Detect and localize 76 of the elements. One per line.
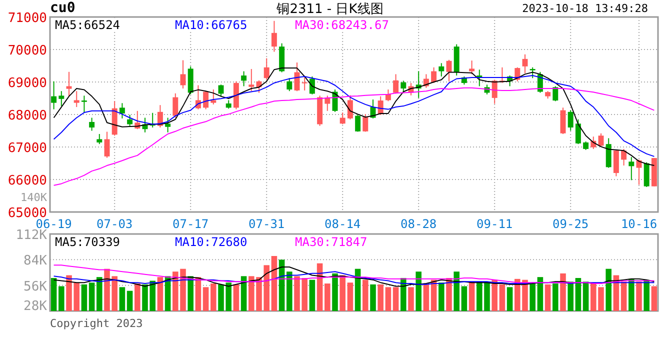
x-tick-label: 08-28 [400,217,437,231]
candlestick [613,149,619,177]
candlestick [165,117,171,133]
y-tick-label: 84K [24,254,48,269]
candlestick [393,74,399,94]
candlestick [89,117,95,132]
candlestick [431,66,437,84]
candlestick [400,80,406,94]
candlestick [355,114,361,132]
x-tick-label: 09-11 [476,217,513,231]
text: MA30:71847 [295,235,368,249]
text: 140K [20,191,48,204]
candlestick [203,90,209,110]
candlestick [302,76,308,91]
candlestick [606,138,612,168]
candlestick [241,70,247,87]
x-tick-label: 07-31 [248,217,285,231]
y-tick-label: 56K [24,279,48,294]
candlestick [522,54,528,74]
text: MA30:68243.67 [295,18,389,32]
candlestick [286,78,292,92]
candlestick [552,86,558,102]
y-tick-label: 28K [24,299,48,314]
x-tick-label: 08-14 [324,217,361,231]
y-tick-label: 66000 [8,174,47,188]
x-tick-label: 10-16 [620,217,658,231]
candlestick [362,114,368,132]
text: MA10:72680 [175,235,248,249]
candlestick [340,112,346,125]
candlestick [324,95,330,112]
x-tick-label: 07-03 [96,217,133,231]
candlestick [51,80,57,110]
y-tick-label: 112K [16,228,48,243]
x-tick-label: 06-19 [36,217,72,231]
text: MA5:70339 [55,235,120,249]
candlestick [104,131,110,158]
x-tick-label: 09-25 [552,217,589,231]
candlestick [271,20,277,52]
text: 2023-10-18 13:49:28 [522,2,648,15]
candlestick [469,60,475,75]
y-tick-label: 71000 [8,11,47,26]
candlestick [628,156,634,181]
candlestick [560,107,566,134]
candlestick [172,92,178,118]
x-tick-label: 07-17 [172,217,209,231]
candlestick [530,66,536,79]
candlestick [438,62,444,77]
candlestick [180,60,186,89]
candlestick [195,84,201,110]
y-tick-label: 68000 [8,108,47,124]
text: cu0 [50,0,76,16]
candlestick [81,95,87,114]
candlestick [127,114,133,126]
y-tick-label: 69000 [8,76,47,91]
candlestick [575,118,581,145]
candlestick [446,59,452,82]
y-tick-label: 70000 [8,44,47,58]
candlestick [264,58,270,80]
candlestick [347,94,353,120]
candlestick [598,132,604,148]
candlestick [621,148,627,166]
candlestick [568,110,574,132]
candlestick [96,134,102,145]
text: MA10:66765 [175,18,248,32]
candlestick [644,162,650,188]
candlestick [119,102,125,119]
text: MA5:66524 [55,18,120,32]
candlestick [74,90,80,108]
candlestick [210,88,216,105]
chart-title: 铜2311 - 日K线图 [276,2,384,17]
candlestick [58,90,64,107]
candlestick [248,68,254,92]
text: Copyright 2023 [50,317,143,330]
candlestick [66,71,72,97]
candlestick [492,79,498,104]
y-tick-label: 67000 [8,141,47,156]
